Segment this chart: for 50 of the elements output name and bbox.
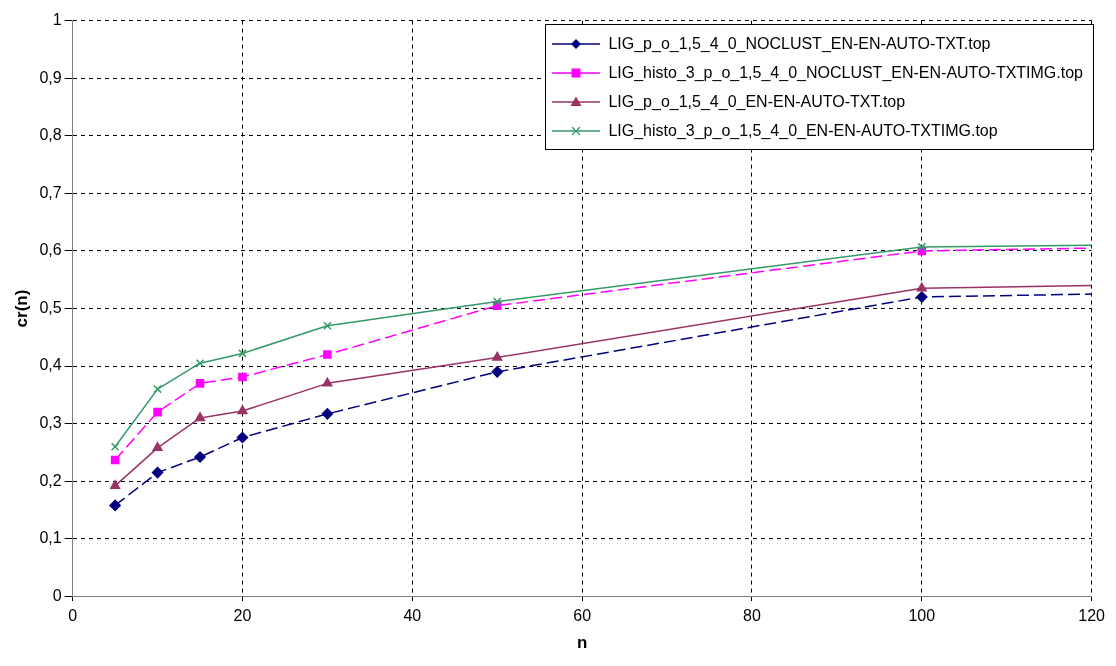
y-tick-label: 0,8 [39,126,62,144]
point [916,291,928,303]
point [194,412,206,422]
point [491,366,503,378]
point [237,405,248,415]
y-tick-label: 0,5 [39,298,62,316]
legend-label: LIG_histo_3_p_o_1,5_4_0_EN-EN-AUTO-TXTIMG.top [608,121,998,140]
x-tick-label: 80 [743,607,761,625]
point [194,451,206,463]
y-axis-title: cr(n) [11,289,31,328]
legend-label: LIG_histo_3_p_o_1,5_4_0_NOCLUST_EN-EN-AUTO-TXTIMG.top [608,63,1083,82]
point [151,466,164,479]
x-tick-label: 40 [403,607,422,625]
y-tick-label: 0,3 [39,414,62,432]
y-tick-label: 1 [52,11,62,29]
point [238,372,247,382]
point [153,384,162,394]
point [110,442,120,451]
x-tick-label: 0 [68,607,78,625]
point [109,499,121,512]
point [110,480,121,490]
point [492,297,502,306]
point [195,379,205,388]
x-tick-label: 20 [233,607,252,625]
point [916,282,927,292]
point [917,242,927,252]
y-tick-label: 0 [52,586,62,604]
point [110,455,120,465]
x-axis-title: n [576,633,588,653]
point [323,321,332,331]
point [238,349,247,358]
point [492,351,503,361]
point [195,358,205,368]
point [152,442,163,452]
point [323,350,332,359]
y-tick-label: 0,2 [39,471,62,489]
y-tick-label: 0,9 [39,68,62,86]
x-tick-label: 120 [1078,607,1106,625]
point [236,431,249,444]
legend-label: LIG_p_o_1,5_4_0_NOCLUST_EN-EN-AUTO-TXT.top [608,34,991,53]
legend-label: LIG_p_o_1,5_4_0_EN-EN-AUTO-TXT.top [608,92,906,111]
y-tick-label: 0,4 [39,356,62,374]
x-tick-label: 60 [573,607,592,625]
point [322,377,333,387]
y-tick-label: 0,6 [39,241,62,259]
point [153,407,162,417]
point [321,408,334,420]
y-tick-label: 0,1 [39,529,62,547]
y-tick-label: 0,7 [39,183,62,201]
x-tick-label: 100 [908,607,936,625]
